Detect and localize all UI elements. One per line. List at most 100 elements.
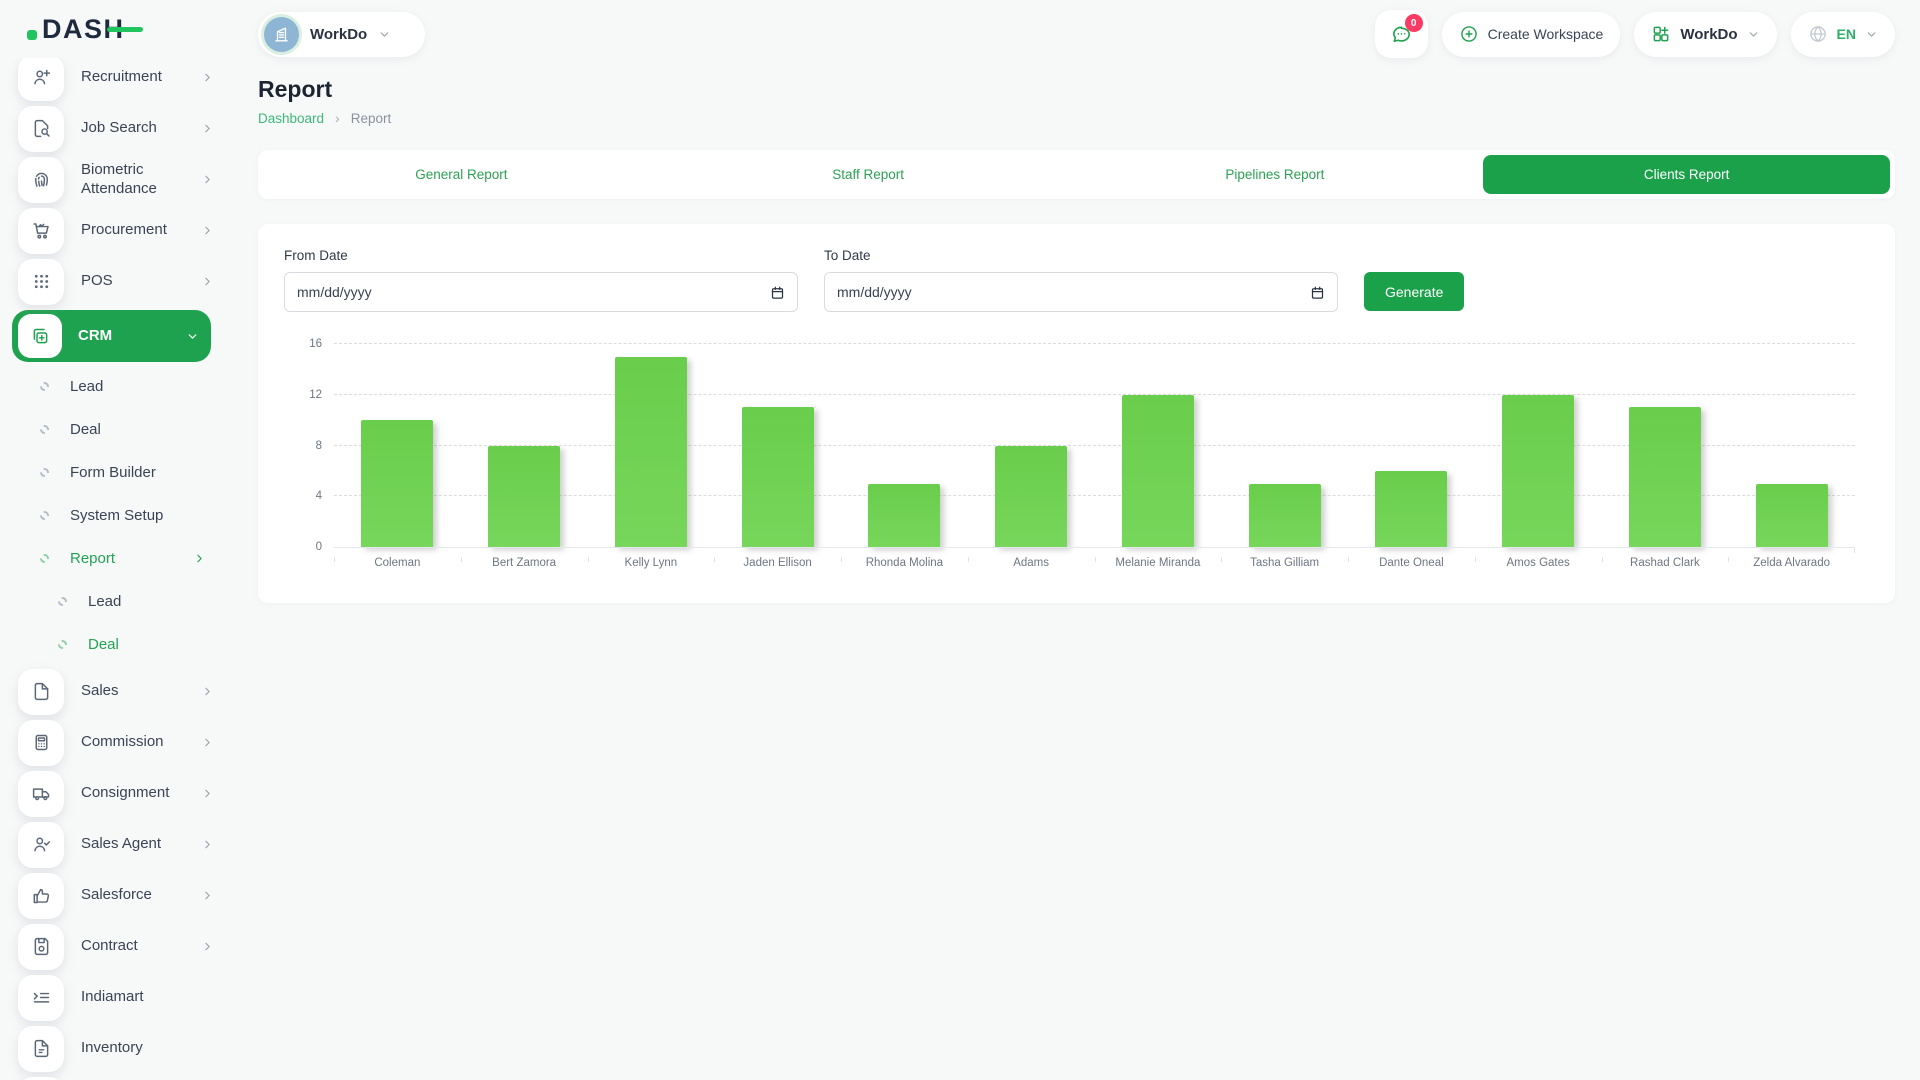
user-plus-icon	[18, 54, 64, 101]
sidebar-item-sales[interactable]: Sales	[0, 666, 230, 717]
chevron-right-icon	[201, 71, 214, 84]
sidebar-item-label: Salesforce	[81, 886, 152, 904]
file-text-icon	[18, 1025, 64, 1072]
gridline	[334, 444, 1855, 446]
sidebar-subitem-system-setup[interactable]: System Setup	[0, 494, 230, 537]
generate-button[interactable]: Generate	[1364, 272, 1465, 311]
y-tick-label: 8	[315, 439, 322, 452]
bar	[1248, 483, 1321, 547]
from-date-input-wrap	[284, 272, 798, 312]
x-axis-label: Dante Oneal	[1348, 557, 1475, 569]
from-date-input[interactable]	[297, 284, 770, 300]
calendar-icon[interactable]	[1310, 285, 1325, 300]
bar-slot	[334, 344, 461, 547]
sidebar-item-indiamart[interactable]: Indiamart	[0, 972, 230, 1023]
bar-slot	[1475, 344, 1602, 547]
sidebar-subitem-label: Report	[70, 550, 116, 567]
bar	[614, 356, 687, 547]
sidebar-item-procurement[interactable]: Procurement	[0, 205, 230, 256]
bullet-icon	[40, 554, 49, 563]
chevron-right-icon	[201, 173, 214, 186]
chevron-right-icon	[201, 275, 214, 288]
sidebar-item-label: Indiamart	[81, 988, 144, 1006]
sidebar-item-label: Job Search	[81, 119, 157, 137]
chevron-right-icon	[201, 838, 214, 851]
x-axis-label: Adams	[967, 557, 1095, 569]
tab-general-report[interactable]: General Report	[415, 167, 508, 182]
bullet-icon	[40, 468, 49, 477]
chevron-down-icon	[378, 28, 391, 41]
bar-slot	[841, 344, 968, 547]
tab-pipelines-report[interactable]: Pipelines Report	[1225, 167, 1325, 182]
y-tick-label: 4	[315, 490, 322, 503]
sidebar-item-sales-agent[interactable]: Sales Agent	[0, 819, 230, 870]
sidebar-item-contract[interactable]: Contract	[0, 921, 230, 972]
sidebar-item-pos[interactable]: POS	[0, 256, 230, 307]
bar	[741, 407, 814, 547]
grid-plus-icon	[1651, 24, 1671, 44]
sidebar-item-biometric-attendance[interactable]: Biometric Attendance	[0, 154, 230, 205]
x-axis-label: Tasha Gilliam	[1221, 557, 1348, 569]
sidebar-item-label: Contract	[81, 937, 138, 955]
create-workspace-button[interactable]: Create Workspace	[1441, 11, 1621, 57]
copy-plus-icon	[18, 314, 62, 358]
chevron-down-icon	[1747, 28, 1760, 41]
bar-slot	[1602, 344, 1729, 547]
sidebar-item-consignment[interactable]: Consignment	[0, 768, 230, 819]
chevron-down-icon	[186, 330, 199, 343]
chart-plot-area: 0 4 8 12 16	[309, 338, 1855, 553]
tab-staff-report[interactable]: Staff Report	[832, 167, 905, 182]
workdo-menu-button[interactable]: WorkDo	[1634, 11, 1777, 57]
calendar-icon[interactable]	[770, 285, 785, 300]
sidebar-item-commission[interactable]: Commission	[0, 717, 230, 768]
workspace-avatar	[264, 16, 299, 52]
sidebar-item-job-search[interactable]: Job Search	[0, 103, 230, 154]
sidebar-subitem-form-builder[interactable]: Form Builder	[0, 451, 230, 494]
sidebar-subitem-deal[interactable]: Deal	[0, 623, 230, 666]
bullet-icon	[58, 597, 67, 606]
workspace-switcher[interactable]: WorkDo	[258, 11, 426, 57]
sidebar-subitem-report[interactable]: Report	[0, 537, 230, 580]
sidebar-item-label: POS	[81, 272, 113, 290]
bar	[1628, 407, 1701, 547]
sidebar-subitem-lead[interactable]: Lead	[0, 365, 230, 408]
breadcrumb-separator: ›	[335, 110, 340, 126]
sidebar-item-label: Sales	[81, 682, 119, 700]
brand-logo[interactable]: DASH	[0, 0, 230, 58]
chevron-right-icon	[201, 685, 214, 698]
to-date-input[interactable]	[837, 284, 1310, 300]
sidebar-item-inventory[interactable]: Inventory	[0, 1023, 230, 1074]
breadcrumb-dashboard-link[interactable]: Dashboard	[258, 110, 325, 126]
sidebar-subitem-lead[interactable]: Lead	[0, 580, 230, 623]
thumbs-up-icon	[18, 872, 64, 919]
main-area: WorkDo 0 Create Workspace WorkDo	[230, 0, 1920, 1080]
truck-icon	[18, 770, 64, 817]
partial-item-icon	[18, 1076, 64, 1080]
x-axis-label: Bert Zamora	[460, 557, 588, 569]
sidebar-item-crm[interactable]: CRM	[12, 310, 211, 362]
sidebar-item-salesforce[interactable]: Salesforce	[0, 870, 230, 921]
user-check-icon	[18, 821, 64, 868]
x-axis-label: Zelda Alvarado	[1728, 557, 1855, 569]
sidebar-item-partial[interactable]	[0, 1074, 230, 1080]
building-icon	[275, 26, 288, 42]
chat-icon	[1392, 25, 1410, 42]
sidebar-item-recruitment[interactable]: Recruitment	[0, 52, 230, 103]
from-date-field: From Date	[284, 248, 798, 312]
tab-clients-report[interactable]: Clients Report	[1483, 155, 1890, 194]
plus-circle-icon	[1459, 24, 1479, 44]
language-selector[interactable]: EN	[1790, 11, 1895, 57]
chart-x-axis: Coleman Bert Zamora Kelly Lynn Jaden Elliso…	[334, 547, 1855, 569]
to-date-field: To Date	[824, 248, 1338, 312]
x-axis-label: Kelly Lynn	[587, 557, 715, 569]
messages-button[interactable]: 0	[1374, 10, 1428, 58]
sidebar-item-label: Sales Agent	[81, 835, 162, 853]
sidebar-subitem-label: Deal	[88, 636, 119, 653]
bar	[1502, 394, 1575, 547]
bar	[995, 445, 1068, 547]
gridline	[334, 343, 1855, 344]
sidebar-subitem-deal[interactable]: Deal	[0, 408, 230, 451]
to-date-input-wrap	[824, 272, 1338, 312]
sidebar-item-label: CRM	[78, 326, 113, 344]
page-title: Report	[258, 76, 333, 102]
